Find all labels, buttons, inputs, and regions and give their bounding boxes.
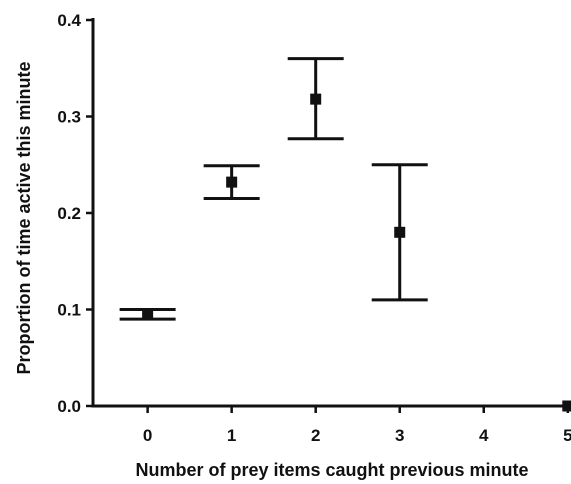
y-tick-label: 0.1 [57,301,81,320]
y-tick-label: 0.0 [57,397,81,416]
x-tick-label: 0 [143,426,152,445]
data-point [310,93,322,105]
data-point [142,308,154,320]
x-tick-label: 4 [479,426,489,445]
y-ticks: 0.0 0.1 0.2 0.3 0.4 [57,11,93,416]
data-point [562,400,571,412]
y-tick-label: 0.3 [57,108,81,127]
data-point [226,176,238,188]
x-tick-label: 1 [227,426,236,445]
x-ticks: 0 1 2 3 4 5 [143,406,571,445]
y-tick-label: 0.2 [57,204,81,223]
x-tick-label: 2 [311,426,320,445]
x-axis-title: Number of prey items caught previous min… [135,460,528,480]
x-tick-label: 5 [563,426,571,445]
data-marks [119,57,571,412]
y-axis-title: Proportion of time active this minute [14,61,34,374]
y-tick-label: 0.4 [57,11,81,30]
x-tick-label: 3 [395,426,404,445]
data-point [394,226,406,238]
axes [91,18,568,408]
